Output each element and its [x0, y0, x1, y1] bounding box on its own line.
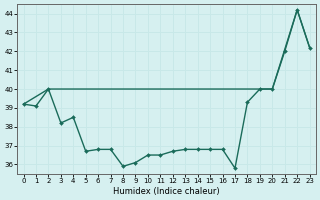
X-axis label: Humidex (Indice chaleur): Humidex (Indice chaleur)	[113, 187, 220, 196]
